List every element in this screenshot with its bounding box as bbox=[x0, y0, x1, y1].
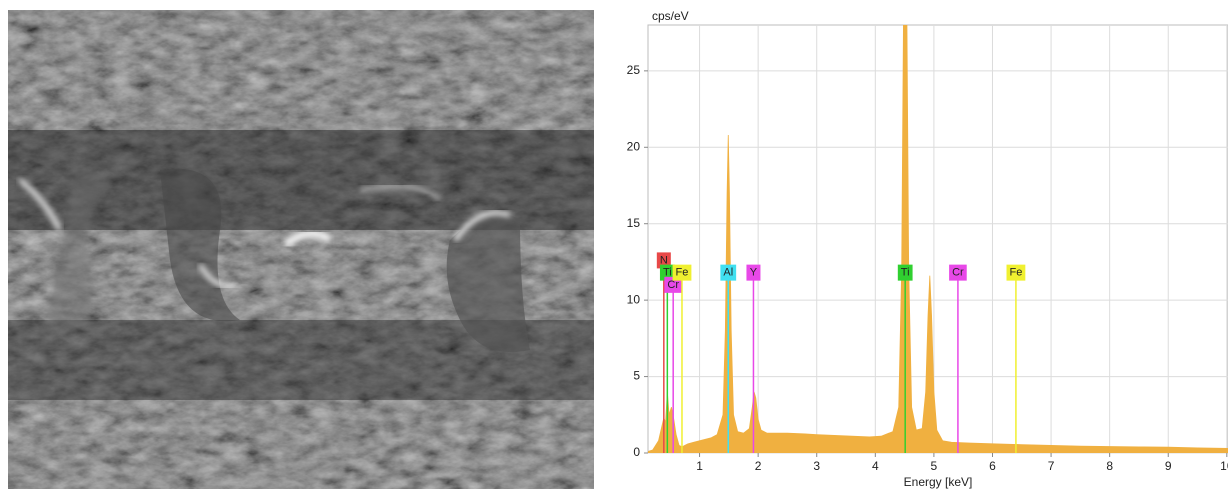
y-tick-label: 5 bbox=[633, 369, 640, 383]
element-label-text: N bbox=[660, 254, 668, 266]
x-tick-label: 8 bbox=[1106, 459, 1113, 473]
element-label-text: Fe bbox=[1009, 267, 1022, 279]
x-tick-label: 7 bbox=[1048, 459, 1055, 473]
x-tick-label: 2 bbox=[755, 459, 762, 473]
x-tick-label: 4 bbox=[872, 459, 879, 473]
element-label: Y bbox=[746, 265, 760, 281]
y-tick-label: 15 bbox=[627, 216, 641, 230]
element-label-text: Ti bbox=[901, 267, 910, 279]
plot-area bbox=[648, 25, 1228, 453]
x-tick-label: 5 bbox=[931, 459, 938, 473]
x-tick-label: 1 bbox=[696, 459, 703, 473]
sem-image bbox=[8, 10, 594, 489]
element-label-text: Cr bbox=[952, 267, 964, 279]
element-label: Fe bbox=[1006, 265, 1025, 281]
x-tick-label: 10 bbox=[1220, 459, 1228, 473]
y-tick-label: 20 bbox=[627, 139, 641, 153]
x-axis-label: Energy [keV] bbox=[904, 475, 973, 489]
element-label-text: Al bbox=[723, 267, 733, 279]
element-label: Al bbox=[720, 265, 736, 281]
element-label: Fe bbox=[673, 265, 692, 281]
y-axis-label: cps/eV bbox=[652, 9, 689, 23]
element-label-text: Ti bbox=[663, 267, 672, 279]
y-tick-label: 10 bbox=[627, 292, 641, 306]
page: NTiCrFeAlYTiCrFe 051015202512345678910 c… bbox=[0, 0, 1228, 491]
element-label: Ti bbox=[898, 265, 913, 281]
x-tick-label: 3 bbox=[813, 459, 820, 473]
element-label-text: Fe bbox=[676, 267, 689, 279]
y-tick-label: 25 bbox=[627, 63, 641, 77]
x-tick-label: 6 bbox=[989, 459, 996, 473]
y-tick-label: 0 bbox=[633, 445, 640, 459]
x-tick-label: 9 bbox=[1165, 459, 1172, 473]
element-label-text: Y bbox=[750, 267, 758, 279]
element-label: Cr bbox=[949, 265, 967, 281]
